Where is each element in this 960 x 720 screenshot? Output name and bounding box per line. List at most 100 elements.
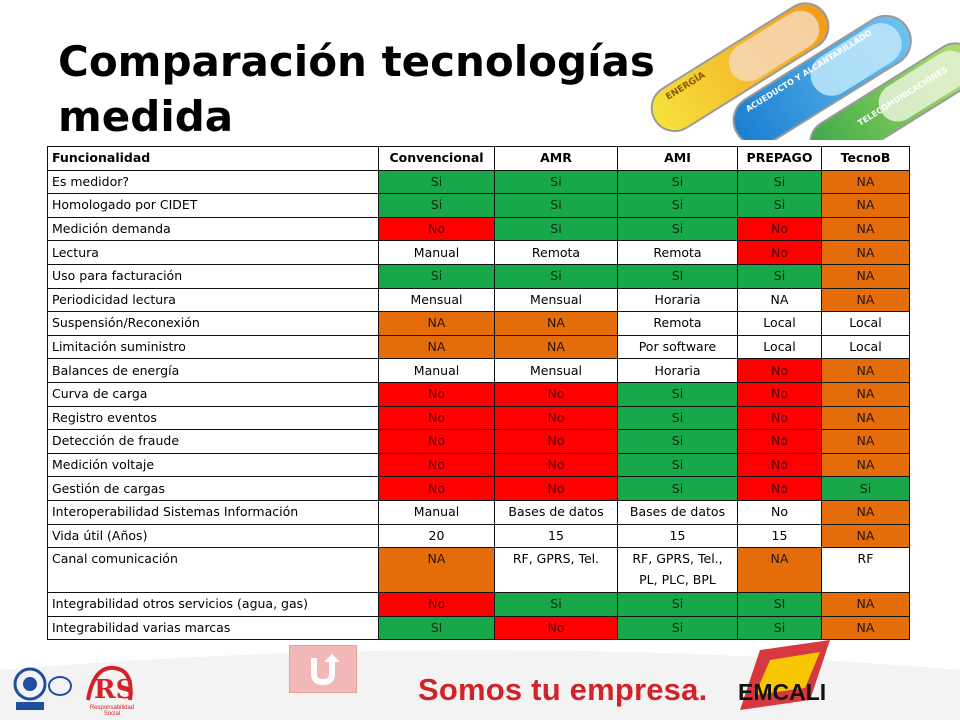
row-label: Es medidor? [47,169,379,195]
table-cell: NA [821,615,910,641]
svg-text:RS: RS [94,675,134,705]
table-row: Limitación suministro NA NA Por software Loc… [47,334,910,360]
table-cell: Si [617,452,738,478]
table-cell: No [737,476,822,501]
table-cell: Manual [378,358,495,383]
table-cell: NA [821,592,910,617]
table-cell: Si [737,169,822,195]
table-cell: No [378,429,495,454]
table-cell: NA [821,240,910,265]
table-cell: NA [821,523,910,549]
table-cell: Local [737,311,822,336]
table-row: Integrabilidad varias marcas SI No Si Si NA [47,615,910,641]
table-cell: Si [617,615,738,641]
row-label: Curva de carga [47,381,379,407]
footer-background [0,640,960,720]
table-cell: NA [378,311,495,336]
table-row: Detección de fraude No No Si No NA [47,429,910,454]
row-label: Periodicidad lectura [47,287,379,313]
table-cell: Si [617,169,738,195]
table-row: Homologado por CIDET Si Si Si Si NA [47,193,910,218]
row-label: Vida útil (Años) [47,523,379,549]
table-cell: No [737,240,822,265]
table-cell: Si [494,592,618,617]
table-cell: RF, GPRS, Tel. [494,547,618,594]
table-cell: Si [617,592,738,617]
emcali-brand: EMCALI [738,679,827,705]
table-cell: Si [737,263,822,289]
row-label: Integrabilidad varias marcas [47,615,379,641]
table-cell: No [494,476,618,501]
row-label: Interoperabilidad Sistemas Información [47,499,379,525]
row-label: Registro eventos [47,405,379,431]
table-cell: No [378,476,495,501]
table-cell: No [494,381,618,407]
table-cell: Por software [617,334,738,360]
table-row: Uso para facturación Si Si SI Si NA [47,263,910,289]
table-cell: NA [821,358,910,383]
table-cell: Remota [617,240,738,265]
u-turn-arrow-icon [311,654,340,686]
table-cell: Manual [378,499,495,525]
table-row: Integrabilidad otros servicios (agua, ga… [47,592,910,617]
table-cell: Mensual [494,287,618,313]
table-cell: NA [821,216,910,242]
table-cell: Si [617,476,738,501]
table-cell: NA [821,405,910,431]
header-amr: AMR [494,146,618,171]
table-cell: Manual [378,240,495,265]
certification-seal-icon [13,667,72,710]
table-cell: NA [737,287,822,313]
table-cell: No [378,216,495,242]
table-cell: No [737,381,822,407]
table-row: Curva de carga No No Si No NA [47,381,910,407]
table-cell: No [378,452,495,478]
table-cell: No [737,452,822,478]
table-header-row: Funcionalidad Convencional AMR AMI PREPA… [47,146,910,171]
header-tecnob: TecnoB [821,146,910,171]
table-cell: 15 [494,523,618,549]
table-cell: NA [821,193,910,218]
table-cell: Remota [494,240,618,265]
row-label: Homologado por CIDET [47,193,379,218]
table-row: Balances de energía Manual Mensual Horaria N… [47,358,910,383]
page-title: Comparación tecnologías medida [58,37,655,141]
table-cell: No [494,615,618,641]
table-cell: No [737,216,822,242]
table-cell: No [494,452,618,478]
rs-logo: RS [84,660,138,706]
table-row: Gestión de cargas No No Si No Si [47,476,910,501]
table-cell: Horaria [617,358,738,383]
table-cell: No [378,592,495,617]
table-cell: Bases de datos [494,499,618,525]
table-cell: Local [821,334,910,360]
table-cell: No [737,358,822,383]
row-label: Canal comunicación [47,547,379,594]
table-cell: NA [494,311,618,336]
table-cell: Si [378,263,495,289]
row-label: Uso para facturación [47,263,379,289]
rs-logo-icon: RS [86,665,134,705]
table-cell: NA [737,547,822,594]
table-cell: Si [494,216,618,242]
table-cell: Local [821,311,910,336]
table-cell: Si [494,193,618,218]
table-cell: NA [821,429,910,454]
table-cell: NA [821,287,910,313]
row-label: Medición demanda [47,216,379,242]
table-cell: NA [378,547,495,594]
table-body: Es medidor? Si Si Si Si NA Homologado por CIDE… [47,169,910,664]
table-row: Es medidor? Si Si Si Si NA [47,169,910,195]
certification-logos [12,660,74,712]
table-cell: Si [494,169,618,195]
back-button[interactable] [289,645,357,693]
table-row: Lectura Manual Remota Remota No NA [47,240,910,265]
table-cell: Si [617,405,738,431]
table-row: Interoperabilidad Sistemas Información Ma… [47,499,910,525]
comparison-table: Funcionalidad Convencional AMR AMI PREPA… [47,146,910,664]
table-row: Periodicidad lectura Mensual Mensual Horari… [47,287,910,313]
table-cell: No [737,429,822,454]
table-row: Medición demanda No Si Si No NA [47,216,910,242]
table-cell: Si [737,615,822,641]
table-cell: NA [494,334,618,360]
